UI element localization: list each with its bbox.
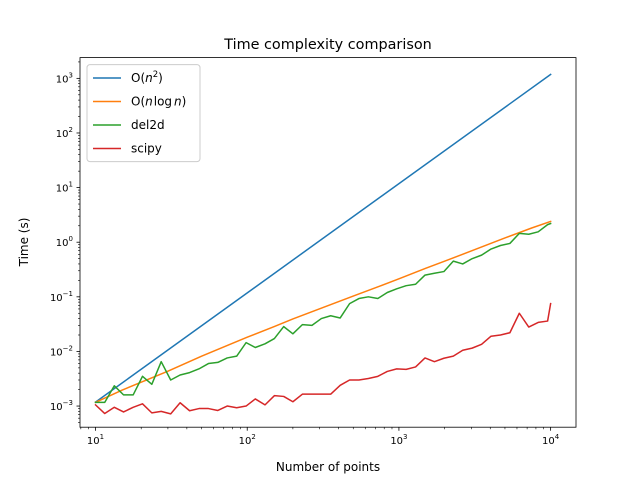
y-tick-label: 10−1 [50, 290, 73, 304]
series-line-3 [94, 302, 552, 415]
chart-title: Time complexity comparison [223, 37, 432, 53]
legend: O(n2) O(nlog n) del2d scipy [86, 64, 201, 163]
y-axis-label: Time (s) [17, 218, 31, 268]
series-line-2 [94, 222, 552, 404]
legend-label: scipy [131, 142, 162, 156]
x-tick-label: 104 [542, 433, 560, 447]
x-axis-label: Number of points [276, 460, 380, 474]
y-tick-label: 101 [56, 181, 73, 195]
y-tick-label: 10−3 [50, 399, 73, 413]
y-tick-label: 10−2 [50, 344, 73, 358]
series-line-1 [94, 220, 552, 404]
y-axis-ticks: 10−3 10−2 10−1 100 101 102 103 [50, 61, 80, 423]
y-tick-label: 102 [56, 126, 73, 140]
plot-lines [94, 73, 552, 415]
x-tick-label: 101 [87, 433, 104, 447]
legend-label: O(nlog n) [131, 95, 186, 109]
legend-box [86, 64, 201, 163]
x-axis-ticks: 101 102 103 104 [80, 427, 560, 447]
x-tick-label: 103 [390, 433, 407, 447]
series-line-0 [94, 73, 552, 404]
x-tick-label: 102 [239, 433, 256, 447]
y-tick-label: 103 [56, 71, 73, 85]
legend-label: O(n2) [131, 70, 163, 85]
y-tick-label: 100 [56, 235, 73, 249]
legend-label: del2d [131, 118, 165, 132]
